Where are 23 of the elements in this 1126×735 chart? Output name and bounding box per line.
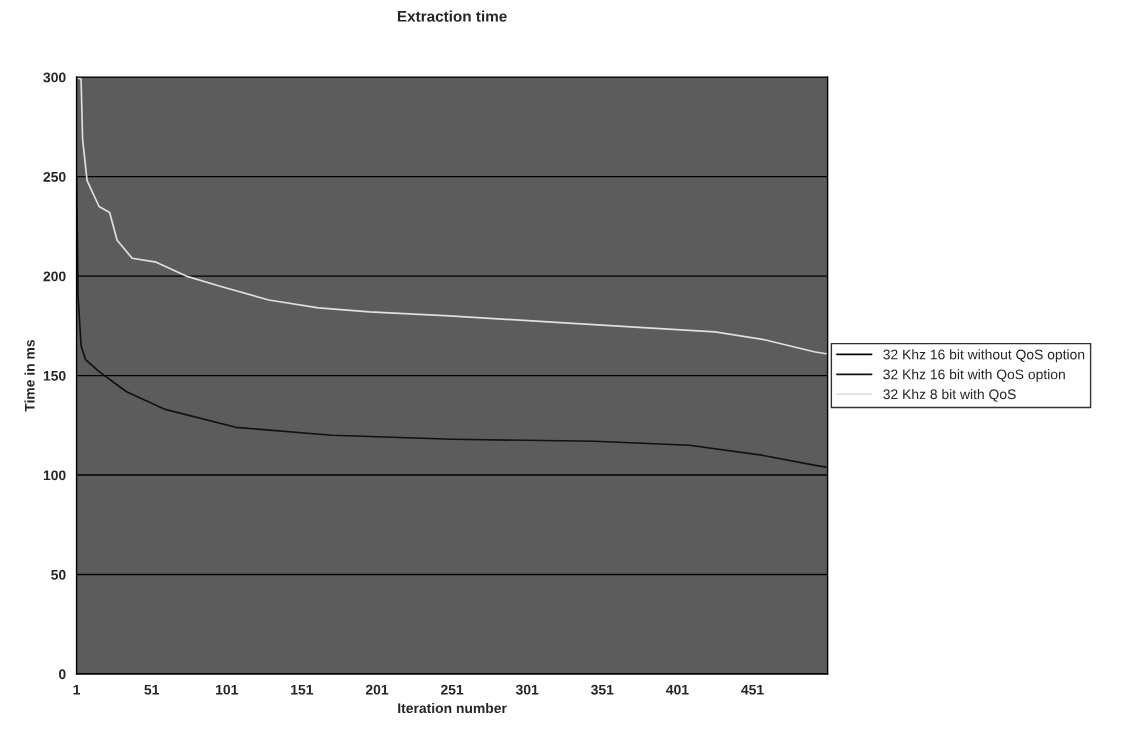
y-tick-label: 200	[43, 271, 66, 282]
x-tick-label: 101	[216, 684, 238, 695]
y-tick-label: 0	[58, 669, 66, 680]
x-axis-title: Iteration number	[398, 702, 507, 714]
y-tick-label: 250	[43, 171, 66, 182]
x-tick-label: 401	[666, 684, 689, 695]
y-tick-label: 300	[43, 72, 66, 83]
x-tick-label: 451	[741, 684, 764, 695]
x-tick-label: 151	[291, 684, 314, 695]
x-tick-label: 251	[440, 684, 464, 695]
x-tick-label: 201	[365, 684, 389, 695]
legend-label: 32 Khz 16 bit with QoS option	[883, 369, 1065, 383]
x-tick-label: 51	[144, 684, 160, 695]
y-tick-label: 50	[51, 569, 66, 580]
y-tick-label: 100	[43, 470, 66, 481]
y-tick-label: 150	[43, 370, 66, 381]
legend-label: 32 Khz 8 bit with QoS	[883, 389, 1016, 402]
legend-label: 32 Khz 16 bit without QoS option	[883, 349, 1085, 363]
x-tick-label: 351	[591, 684, 614, 695]
x-tick-label: 301	[515, 684, 539, 695]
chart-title: Extraction time	[397, 10, 507, 22]
y-axis-title: Time in ms	[24, 340, 35, 412]
x-tick-label: 1	[73, 684, 81, 695]
